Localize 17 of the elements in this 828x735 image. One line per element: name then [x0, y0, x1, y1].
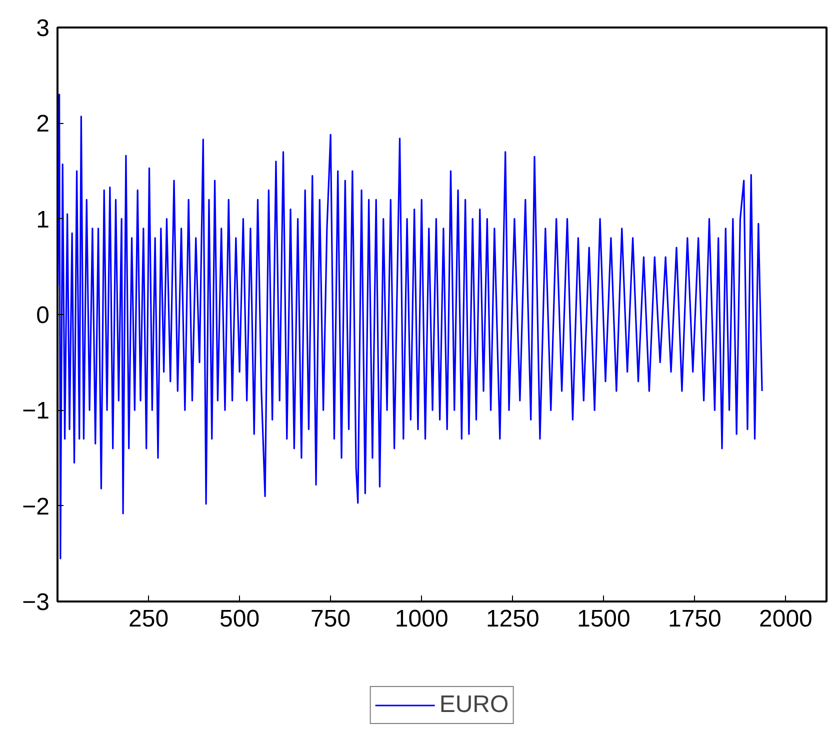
x-tick-label: 750: [310, 606, 351, 632]
y-tick-label: −2: [22, 493, 50, 520]
y-tick-label: 1: [36, 206, 50, 234]
y-tick-label: 3: [36, 15, 50, 42]
x-tick-label: 2000: [759, 606, 812, 632]
x-tick-label: 1500: [576, 606, 630, 632]
y-tick-label: −3: [22, 589, 50, 616]
x-tick-label: 1750: [668, 606, 722, 632]
x-tick-label: 500: [220, 606, 260, 632]
x-tick-label: 1250: [486, 606, 540, 632]
x-tick-label: 250: [128, 606, 169, 632]
y-tick-label: 2: [36, 110, 50, 138]
y-tick-label: −1: [22, 398, 50, 425]
y-tick-label: 0: [36, 302, 50, 329]
line-series: [58, 94, 763, 560]
x-tick-label: 1000: [394, 606, 448, 632]
legend-label: EURO: [439, 691, 509, 719]
